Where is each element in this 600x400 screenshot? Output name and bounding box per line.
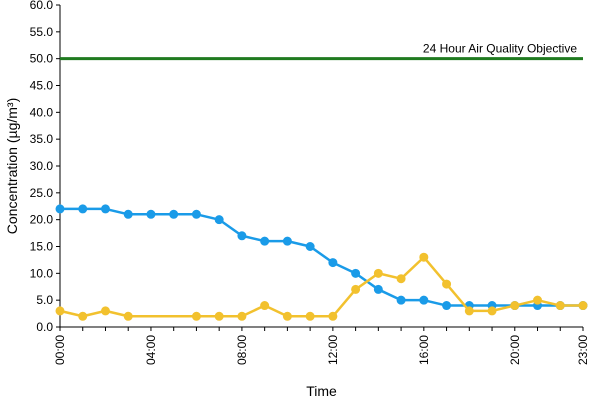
data-point — [396, 274, 406, 284]
x-tick-label: 23:00 — [576, 335, 590, 365]
y-tick-label: 50.0 — [30, 52, 54, 66]
data-point — [328, 311, 338, 321]
y-tick-label: 55.0 — [30, 25, 54, 39]
y-tick-label: 45.0 — [30, 79, 54, 93]
x-tick-label: 04:00 — [144, 335, 158, 365]
y-tick-label: 0.0 — [36, 320, 53, 334]
series-1 — [55, 204, 588, 311]
data-point — [214, 311, 224, 321]
series-line — [59, 255, 583, 318]
data-point — [260, 301, 270, 311]
data-point — [578, 301, 588, 311]
data-point — [123, 311, 133, 321]
data-point — [282, 311, 292, 321]
data-point — [100, 306, 110, 316]
data-point — [533, 295, 543, 305]
data-point — [351, 284, 361, 294]
data-point — [191, 311, 201, 321]
series-layer — [55, 204, 588, 321]
data-point — [305, 242, 315, 251]
data-point — [237, 311, 247, 321]
data-point — [373, 268, 383, 278]
data-point — [419, 295, 429, 305]
data-point — [55, 306, 65, 316]
y-tick-label: 30.0 — [30, 159, 54, 173]
data-point — [305, 311, 315, 321]
data-point — [464, 306, 474, 316]
series-2 — [55, 252, 588, 321]
data-point — [510, 301, 520, 311]
data-point — [55, 204, 65, 214]
y-tick-label: 10.0 — [30, 266, 54, 280]
data-point — [78, 204, 88, 214]
y-tick-label: 5.0 — [36, 293, 53, 307]
data-point — [373, 284, 383, 294]
data-point — [123, 209, 133, 219]
x-tick-label: 00:00 — [53, 335, 67, 365]
data-point — [214, 215, 224, 225]
x-axis-ticks: 00:00 04:00 08:00 12:00 16:00 20:00 23:00 — [53, 327, 590, 365]
data-point — [282, 236, 292, 246]
data-point — [260, 236, 270, 246]
y-tick-label: 15.0 — [30, 240, 54, 254]
objective-label: 24 Hour Air Quality Objective — [423, 42, 577, 56]
data-point — [100, 204, 110, 214]
data-point — [487, 306, 497, 316]
data-point — [555, 301, 565, 311]
series-line — [60, 207, 583, 307]
data-point — [442, 301, 452, 311]
y-axis-title: Concentration (µg/m³) — [4, 98, 20, 234]
data-point — [146, 209, 156, 219]
x-axis-title: Time — [306, 383, 337, 399]
y-axis-ticks: 0.0 5.0 10.0 15.0 20.0 25.0 30.0 35.0 40.0 45.0 50… — [30, 0, 60, 334]
data-point — [328, 258, 338, 268]
x-tick-label: 12:00 — [326, 335, 340, 365]
y-tick-label: 35.0 — [30, 132, 54, 146]
data-point — [169, 209, 179, 219]
data-point — [419, 252, 429, 262]
data-point — [191, 209, 201, 219]
x-tick-label: 20:00 — [508, 335, 522, 365]
y-tick-label: 20.0 — [30, 213, 54, 227]
x-tick-label: 08:00 — [235, 335, 249, 365]
data-point — [78, 311, 88, 321]
data-point — [442, 279, 452, 289]
y-tick-label: 60.0 — [30, 0, 54, 12]
data-point — [351, 268, 361, 278]
x-tick-label: 16:00 — [417, 335, 431, 365]
data-point — [396, 295, 406, 305]
data-point — [237, 231, 247, 241]
y-tick-label: 25.0 — [30, 186, 54, 200]
y-tick-label: 40.0 — [30, 105, 54, 119]
